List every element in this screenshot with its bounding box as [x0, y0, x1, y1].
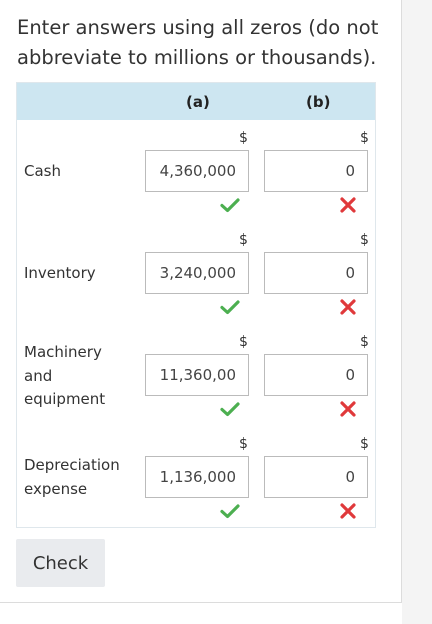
currency-symbol: $ — [360, 334, 369, 350]
x-mark-icon — [340, 401, 356, 417]
checkmark-icon — [220, 402, 240, 417]
checkmark-icon — [220, 198, 240, 213]
currency-symbol: $ — [239, 130, 248, 146]
row-label-inventory: Inventory — [24, 264, 96, 282]
answer-table: (a) (b) $ $ Cash $ $ Inventory $ $ Machi… — [16, 82, 376, 528]
checkmark-icon — [220, 504, 240, 519]
depreciation-a-input[interactable] — [145, 456, 249, 498]
instructions-text: Enter answers using all zeros (do not ab… — [17, 16, 379, 69]
currency-symbol: $ — [360, 436, 369, 452]
x-mark-icon — [340, 197, 356, 213]
cash-a-input[interactable] — [145, 150, 249, 192]
currency-symbol: $ — [360, 130, 369, 146]
currency-symbol: $ — [239, 436, 248, 452]
side-panel — [402, 0, 432, 624]
machinery-b-input[interactable] — [264, 354, 368, 396]
column-header-a: (a) — [186, 93, 210, 111]
card-right-border — [401, 0, 402, 603]
cash-b-input[interactable] — [264, 150, 368, 192]
inventory-a-input[interactable] — [145, 252, 249, 294]
column-header-b: (b) — [306, 93, 331, 111]
row-label-depreciation: Depreciation expense — [24, 456, 120, 498]
row-label-cash: Cash — [24, 162, 61, 180]
machinery-a-input[interactable] — [145, 354, 249, 396]
check-button[interactable]: Check — [16, 539, 105, 587]
card-bottom-border — [0, 602, 402, 603]
currency-symbol: $ — [239, 232, 248, 248]
checkmark-icon — [220, 300, 240, 315]
currency-symbol: $ — [360, 232, 369, 248]
x-mark-icon — [340, 503, 356, 519]
x-mark-icon — [340, 299, 356, 315]
currency-symbol: $ — [239, 334, 248, 350]
row-label-machinery: Machinery and equipment — [24, 343, 106, 408]
table-header: (a) (b) — [17, 83, 375, 120]
depreciation-b-input[interactable] — [264, 456, 368, 498]
inventory-b-input[interactable] — [264, 252, 368, 294]
